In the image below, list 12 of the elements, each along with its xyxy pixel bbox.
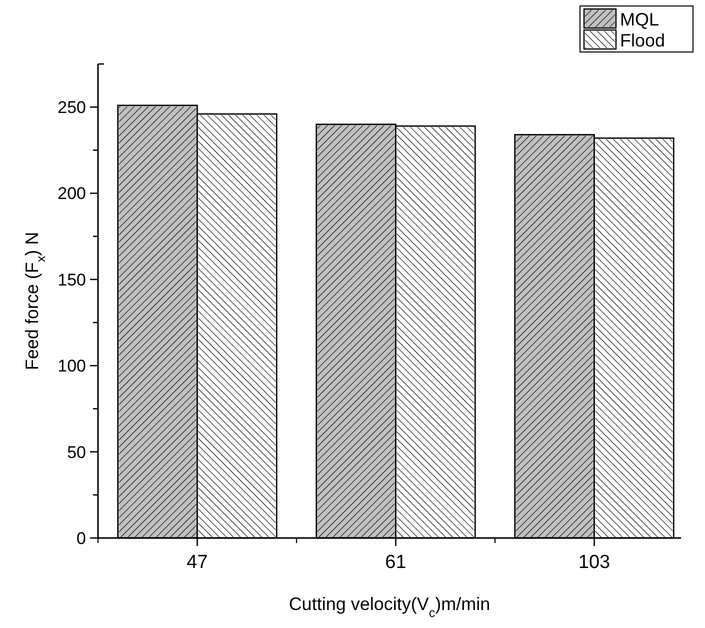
y-tick-label: 150	[58, 270, 86, 290]
y-tick-label: 100	[58, 356, 86, 376]
x-axis-title: Cutting velocity(V$_{c}$)m/min	[288, 594, 490, 620]
x-tick-label: 47	[186, 552, 208, 573]
x-tick-label: 103	[578, 552, 610, 573]
y-tick-label: 200	[58, 184, 86, 204]
y-tick-label: 0	[76, 528, 86, 548]
x-tick-label: 61	[385, 552, 406, 573]
y-tick-label: 50	[67, 442, 86, 462]
legend-label: Flood	[620, 30, 666, 50]
legend-label: MQL	[620, 9, 660, 30]
y-tick-label: 250	[58, 98, 86, 118]
